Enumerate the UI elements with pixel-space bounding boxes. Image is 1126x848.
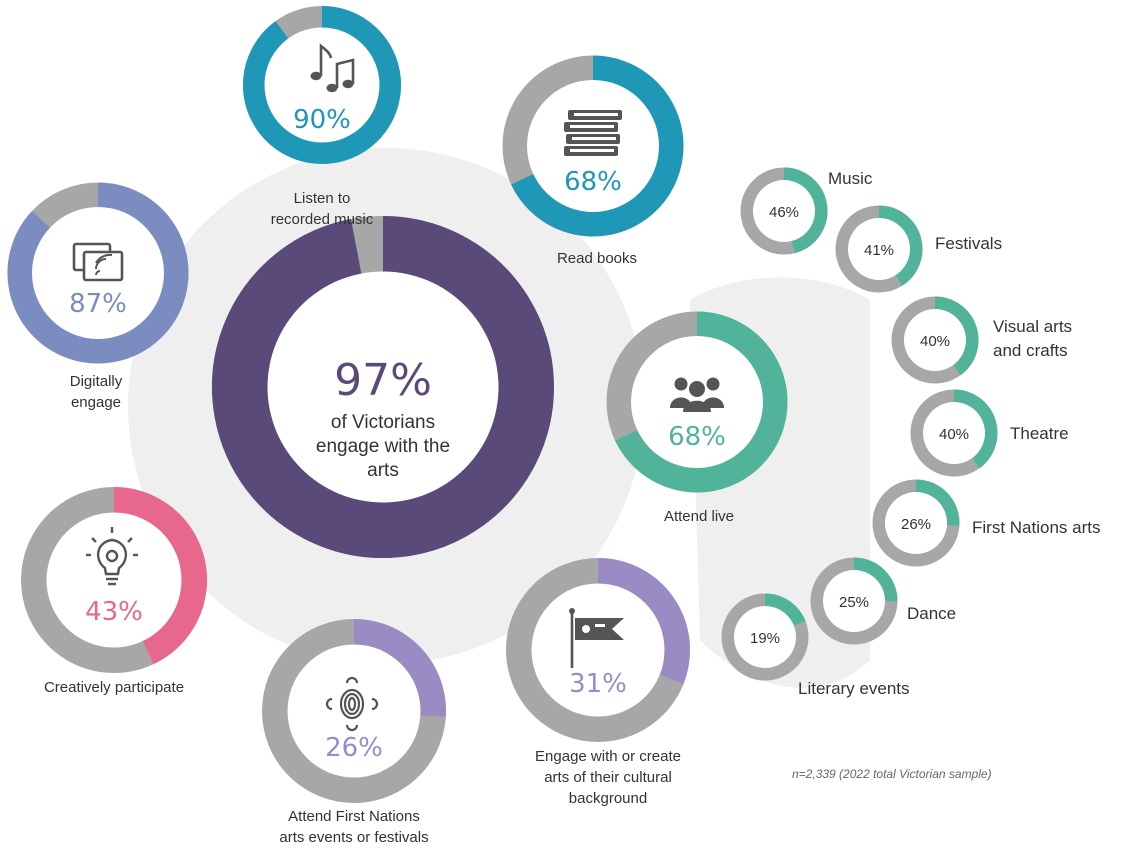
donut-first_nations-value-arc <box>353 619 446 717</box>
label-live: Attend live <box>664 508 734 525</box>
live-breakdown-5-value-arc <box>853 557 898 602</box>
label-creative: Creatively participate <box>44 679 184 696</box>
live-breakdown-label: and crafts <box>993 341 1068 360</box>
live-breakdown-4 <box>872 479 960 567</box>
donut-creative-value-arc <box>113 487 207 665</box>
donut-digital-value-arc <box>7 182 189 364</box>
label-cultural: background <box>569 790 647 807</box>
live-breakdown-2-value-arc <box>934 296 979 376</box>
live-breakdown-label: First Nations arts <box>972 518 1100 537</box>
label-music: recorded music <box>271 211 374 228</box>
live-breakdown-2-hole <box>904 309 966 371</box>
donut-music <box>243 6 401 164</box>
label-cultural: arts of their cultural <box>544 769 672 786</box>
lightbulb-icon <box>86 527 138 586</box>
percentage-creative: 43% <box>85 597 143 627</box>
flag-icon <box>569 608 624 668</box>
live-breakdown-1-value-arc <box>878 205 923 286</box>
live-breakdown-3 <box>910 389 998 477</box>
live-breakdown-0 <box>740 167 828 255</box>
live-breakdown-label: Dance <box>907 604 956 623</box>
percentage-first_nations: 26% <box>325 733 383 763</box>
main-donut <box>211 216 554 558</box>
live-breakdown-3-value-arc <box>953 389 998 469</box>
donut-cultural-hole <box>531 583 665 717</box>
live-breakdown-0-hole <box>753 180 815 242</box>
main-donut-hole <box>267 271 499 503</box>
live-breakdown-6-hole <box>734 606 796 668</box>
music-notes-icon <box>310 43 355 93</box>
donut-first_nations-hole <box>287 644 421 778</box>
live-breakdown-label: Festivals <box>935 234 1002 253</box>
sample-note: n=2,339 (2022 total Victorian sample) <box>792 767 992 781</box>
live-breakdown-label: Literary events <box>798 679 910 698</box>
live-breakdown-6 <box>721 593 809 681</box>
live-breakdown-percentage: 46% <box>769 204 799 221</box>
main-caption-line: engage with the <box>316 436 450 457</box>
label-digital: engage <box>71 394 121 411</box>
percentage-books: 68% <box>564 167 622 197</box>
label-books: Read books <box>557 250 637 267</box>
main-donut-value-arc <box>211 216 554 558</box>
label-digital: Digitally <box>70 373 123 390</box>
live-breakdown-percentage: 41% <box>864 242 894 259</box>
donut-creative <box>21 487 207 673</box>
live-breakdown-label: Music <box>828 169 873 188</box>
live-breakdown-1-hole <box>848 218 910 280</box>
live-breakdown-4-hole <box>885 492 947 554</box>
donut-live-value-arc <box>615 311 788 493</box>
donut-cultural <box>506 558 690 742</box>
label-first_nations: Attend First Nations <box>288 808 420 825</box>
live-breakdown-2 <box>891 296 979 384</box>
percentage-digital: 87% <box>69 289 127 319</box>
live-breakdown-percentage: 25% <box>839 594 869 611</box>
live-breakdown-0-value-arc <box>783 167 828 254</box>
live-breakdown-percentage: 19% <box>750 630 780 647</box>
first-nations-symbol-icon <box>325 676 379 732</box>
live-breakdown-percentage: 26% <box>901 516 931 533</box>
main-caption-line: of Victorians <box>331 412 435 433</box>
books-icon <box>564 110 622 156</box>
audience-icon <box>670 377 724 412</box>
live-breakdown-percentage: 40% <box>920 333 950 350</box>
live-breakdown-5-hole <box>823 570 885 632</box>
live-breakdown-3-hole <box>923 402 985 464</box>
live-breakdown-1 <box>835 205 923 293</box>
percentage-cultural: 31% <box>569 669 627 699</box>
live-breakdown-label: Theatre <box>1010 424 1069 443</box>
main-caption-line: arts <box>367 460 399 481</box>
label-first_nations: arts events or festivals <box>279 829 428 846</box>
live-breakdown-5 <box>810 557 898 645</box>
live-breakdown-label: Visual arts <box>993 317 1072 336</box>
main-percentage: 97% <box>334 355 432 406</box>
donut-music-value-arc <box>243 6 401 164</box>
donut-music-hole <box>264 27 380 143</box>
label-cultural: Engage with or create <box>535 748 681 765</box>
percentage-music: 90% <box>293 105 351 135</box>
donut-first_nations <box>262 619 446 803</box>
live-breakdown-6-value-arc <box>764 593 806 627</box>
screen-cast-icon <box>72 242 124 282</box>
label-music: Listen to <box>294 190 351 207</box>
live-breakdown-percentage: 40% <box>939 426 969 443</box>
live-breakdown-4-value-arc <box>915 479 960 526</box>
donut-cultural-value-arc <box>597 558 690 684</box>
percentage-live: 68% <box>668 422 726 452</box>
donut-books-value-arc <box>511 55 684 237</box>
